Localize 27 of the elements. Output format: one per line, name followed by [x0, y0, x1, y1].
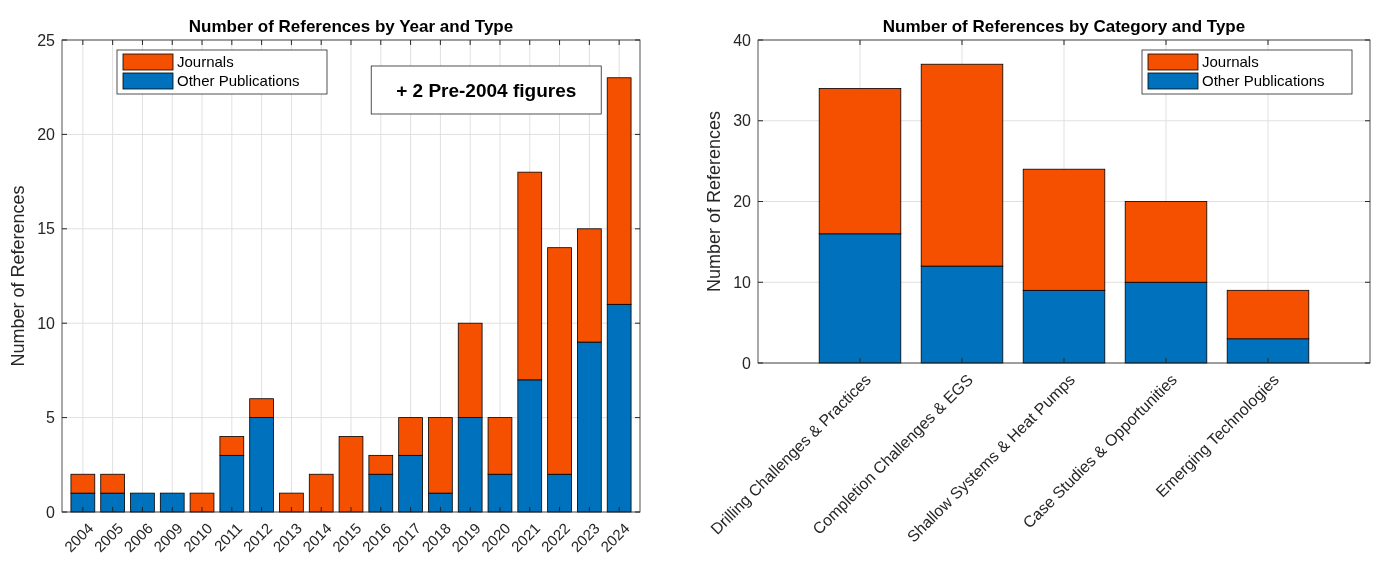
annotation: + 2 Pre-2004 figures [396, 79, 577, 101]
y-tick-label: 25 [37, 31, 56, 49]
y-tick-label: 10 [733, 273, 752, 291]
y-tick-label: 5 [46, 409, 56, 427]
y-tick-label: 30 [733, 112, 752, 130]
legend-label: Journals [1202, 53, 1259, 71]
chart-title: Number of References by Category and Type [882, 17, 1246, 36]
y-tick-label: 0 [46, 503, 56, 521]
y-tick-label: 20 [37, 126, 56, 143]
bar [279, 492, 304, 513]
legend-label: Journals [177, 53, 234, 71]
y-axis-title: Number of References [8, 185, 28, 367]
y-tick-label: 20 [733, 193, 752, 211]
y-axis-title: Number of References [704, 110, 724, 293]
bar [308, 473, 334, 513]
y-tick-label: 0 [742, 354, 752, 372]
bar [189, 492, 215, 513]
y-tick-label: 40 [733, 31, 752, 49]
bar [130, 492, 155, 513]
bar [159, 492, 185, 513]
legend-label: Other Publications [1202, 72, 1325, 90]
note-box: + 2 Pre-2004 figures [370, 65, 602, 115]
y-tick-label: 10 [37, 314, 56, 332]
y-tick-label: 15 [37, 220, 56, 238]
chart-title: Number of References by Year and Type [188, 17, 514, 36]
bar [338, 436, 364, 513]
legend-label: Other Publications [177, 72, 300, 90]
